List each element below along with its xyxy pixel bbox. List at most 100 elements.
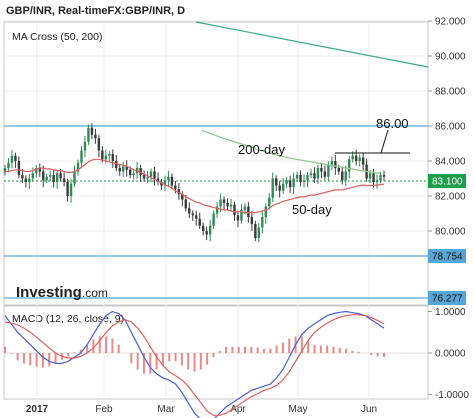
candle: [222, 196, 226, 210]
macd-hist-bar: [142, 353, 145, 374]
macd-hist-bar: [48, 353, 51, 367]
candle-body: [250, 217, 254, 224]
candle: [341, 166, 344, 185]
candle: [264, 203, 267, 224]
candle: [188, 202, 191, 218]
macd-hist-bar: [41, 353, 44, 368]
macd-hist-bar: [313, 344, 316, 353]
candle-body: [149, 171, 153, 177]
annotation-86-pointer: [380, 129, 389, 154]
candle: [125, 160, 128, 177]
candle-body: [101, 150, 104, 160]
main-y-axis: 92.000 90.000 88.000 86.000 84.000 82.000 80.0…: [428, 17, 466, 238]
macd-hist-bar: [105, 336, 108, 353]
candle: [299, 170, 302, 187]
candle-body: [261, 217, 264, 228]
candle-body: [181, 194, 184, 200]
candle: [229, 198, 233, 211]
candle: [17, 156, 21, 179]
candle-body: [205, 231, 208, 235]
candle: [208, 219, 212, 242]
candle: [156, 172, 160, 186]
main-grid: [4, 20, 428, 399]
candle-body: [45, 176, 48, 181]
candle-body: [104, 155, 108, 160]
candle-body: [226, 203, 229, 207]
candle: [285, 177, 288, 189]
candle-body: [174, 185, 177, 189]
candle-body: [278, 185, 281, 191]
candle: [281, 177, 285, 194]
marker-78754-text: 78.754: [432, 252, 463, 263]
candle-body: [122, 166, 125, 172]
macd-hist-bar: [180, 353, 183, 366]
candle-body: [14, 155, 17, 161]
macd-hist-bar: [73, 352, 76, 353]
macd-hist-bar: [86, 344, 89, 353]
marker-current-price: 83.100: [428, 174, 466, 188]
candle-body: [302, 180, 306, 182]
macd-hist-bar: [29, 353, 32, 366]
candle: [94, 128, 97, 144]
macd-hist-bar: [319, 345, 322, 353]
candle-body: [233, 204, 236, 216]
candle-body: [195, 215, 198, 219]
macd-hist-bar: [275, 345, 278, 353]
candle: [184, 194, 188, 212]
candle: [52, 169, 55, 188]
candle-body: [128, 169, 132, 175]
candle: [372, 168, 375, 188]
candle: [261, 211, 264, 234]
candle: [198, 212, 201, 229]
candle-body: [184, 199, 188, 209]
candle: [212, 210, 215, 229]
candle-body: [132, 173, 135, 175]
candle: [31, 167, 35, 182]
candle-body: [309, 173, 313, 175]
candle-body: [341, 171, 344, 181]
macd-hist-bar: [193, 353, 196, 372]
marker-current-price-text: 83.100: [432, 177, 463, 188]
macd-y-tick-label: -1.0000: [435, 390, 469, 401]
candle-body: [327, 164, 330, 177]
candle: [306, 171, 309, 188]
macd-hist-bar: [281, 342, 284, 353]
candle-body: [35, 168, 38, 174]
candle: [302, 174, 306, 188]
candle-body: [160, 182, 163, 186]
candle: [49, 170, 52, 182]
svg-text:Investing.com: Investing.com: [16, 284, 108, 301]
macd-hist-bar: [225, 346, 228, 353]
macd-hist-bar: [218, 350, 221, 353]
candle-body: [52, 175, 55, 182]
candle: [153, 166, 156, 186]
macd-hist-bar: [370, 353, 373, 356]
candle: [66, 178, 69, 202]
candle: [111, 149, 114, 168]
candle: [278, 180, 281, 198]
candle: [379, 171, 382, 184]
candle-body: [348, 159, 351, 172]
candle: [73, 165, 76, 187]
macd-hist-bar: [98, 336, 101, 353]
macd-hist-bar: [262, 348, 265, 353]
candle: [361, 152, 365, 172]
candle-body: [236, 215, 240, 221]
candle: [295, 171, 299, 182]
candle-body: [28, 178, 31, 182]
y-tick-label: 86.000: [435, 122, 466, 133]
candle-body: [198, 218, 201, 226]
candle: [90, 123, 94, 140]
candle: [80, 145, 83, 169]
candle: [62, 172, 66, 187]
candle-body: [271, 178, 274, 198]
candle-body: [358, 157, 361, 161]
marker-78754: 78.754: [428, 249, 466, 263]
candle: [149, 168, 153, 183]
macd-hist-bar: [231, 346, 234, 353]
candle-body: [313, 173, 316, 179]
candle: [122, 161, 125, 178]
candle-body: [229, 204, 233, 207]
candle-body: [354, 155, 358, 161]
